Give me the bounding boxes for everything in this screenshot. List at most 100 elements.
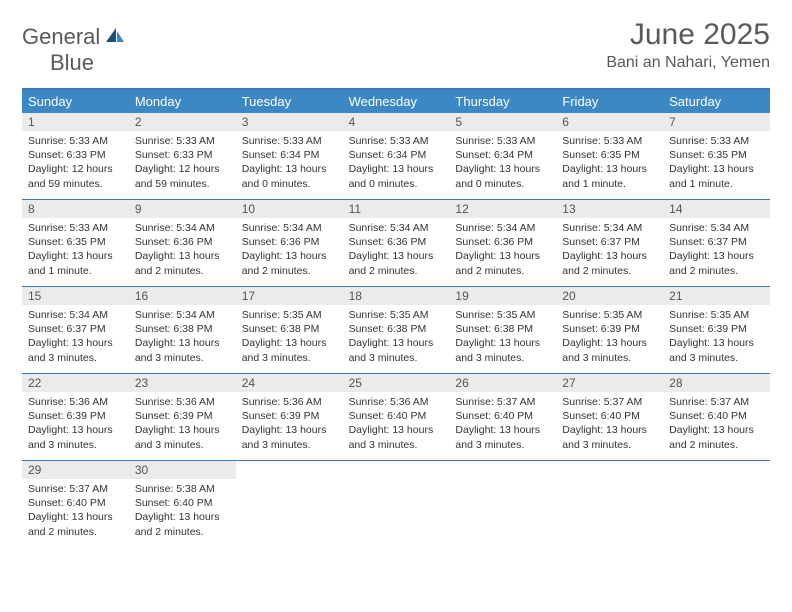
day-body: Sunrise: 5:34 AMSunset: 6:37 PMDaylight:… <box>556 218 663 284</box>
sunrise-line: Sunrise: 5:36 AM <box>28 395 123 409</box>
calendar-cell: 30 Sunrise: 5:38 AMSunset: 6:40 PMDayligh… <box>129 461 236 547</box>
logo-text-2: Blue <box>50 50 94 75</box>
day-body: Sunrise: 5:37 AMSunset: 6:40 PMDaylight:… <box>449 392 556 458</box>
calendar-cell: 1Sunrise: 5:33 AMSunset: 6:33 PMDaylight… <box>22 113 129 199</box>
sunset-line: Sunset: 6:40 PM <box>135 496 230 510</box>
sunset-line: Sunset: 6:34 PM <box>455 148 550 162</box>
daylight-line: Daylight: 13 hours and 2 minutes. <box>455 249 550 277</box>
sunset-line: Sunset: 6:37 PM <box>562 235 657 249</box>
sunrise-line: Sunrise: 5:37 AM <box>455 395 550 409</box>
daylight-line: Daylight: 13 hours and 3 minutes. <box>562 336 657 364</box>
sunrise-line: Sunrise: 5:38 AM <box>135 482 230 496</box>
day-body: Sunrise: 5:34 AMSunset: 6:36 PMDaylight:… <box>449 218 556 284</box>
calendar-cell: 17Sunrise: 5:35 AMSunset: 6:38 PMDayligh… <box>236 287 343 373</box>
daylight-line: Daylight: 13 hours and 2 minutes. <box>349 249 444 277</box>
day-number: 28 <box>663 374 770 392</box>
day-body: Sunrise: 5:34 AMSunset: 6:36 PMDaylight:… <box>236 218 343 284</box>
daylight-line: Daylight: 12 hours and 59 minutes. <box>28 162 123 190</box>
calendar-cell: 25Sunrise: 5:36 AMSunset: 6:40 PMDayligh… <box>343 374 450 460</box>
day-body: Sunrise: 5:33 AMSunset: 6:34 PMDaylight:… <box>449 131 556 197</box>
day-number: 2 <box>129 113 236 131</box>
calendar-cell: 22Sunrise: 5:36 AMSunset: 6:39 PMDayligh… <box>22 374 129 460</box>
sunset-line: Sunset: 6:35 PM <box>28 235 123 249</box>
daylight-line: Daylight: 13 hours and 2 minutes. <box>28 510 123 538</box>
calendar-week: 8Sunrise: 5:33 AMSunset: 6:35 PMDaylight… <box>22 200 770 287</box>
calendar-cell-empty <box>449 461 556 547</box>
day-header-saturday: Saturday <box>663 90 770 113</box>
sunrise-line: Sunrise: 5:33 AM <box>669 134 764 148</box>
day-body: Sunrise: 5:34 AMSunset: 6:36 PMDaylight:… <box>343 218 450 284</box>
daylight-line: Daylight: 13 hours and 1 minute. <box>562 162 657 190</box>
calendar-cell: 2Sunrise: 5:33 AMSunset: 6:33 PMDaylight… <box>129 113 236 199</box>
day-number: 24 <box>236 374 343 392</box>
sunrise-line: Sunrise: 5:34 AM <box>135 308 230 322</box>
daylight-line: Daylight: 13 hours and 3 minutes. <box>28 336 123 364</box>
sunrise-line: Sunrise: 5:37 AM <box>562 395 657 409</box>
calendar-week: 22Sunrise: 5:36 AMSunset: 6:39 PMDayligh… <box>22 374 770 461</box>
month-title: June 2025 <box>606 18 770 52</box>
calendar-cell: 14Sunrise: 5:34 AMSunset: 6:37 PMDayligh… <box>663 200 770 286</box>
sunrise-line: Sunrise: 5:34 AM <box>242 221 337 235</box>
sunset-line: Sunset: 6:39 PM <box>242 409 337 423</box>
day-header-tuesday: Tuesday <box>236 90 343 113</box>
daylight-line: Daylight: 13 hours and 2 minutes. <box>135 510 230 538</box>
day-body: Sunrise: 5:35 AMSunset: 6:39 PMDaylight:… <box>556 305 663 371</box>
calendar-cell-empty <box>556 461 663 547</box>
day-body: Sunrise: 5:37 AMSunset: 6:40 PMDaylight:… <box>556 392 663 458</box>
title-block: June 2025 Bani an Nahari, Yemen <box>606 18 770 72</box>
sunrise-line: Sunrise: 5:35 AM <box>242 308 337 322</box>
calendar-cell: 18Sunrise: 5:35 AMSunset: 6:38 PMDayligh… <box>343 287 450 373</box>
day-body: Sunrise: 5:33 AMSunset: 6:35 PMDaylight:… <box>22 218 129 284</box>
sunset-line: Sunset: 6:39 PM <box>135 409 230 423</box>
daylight-line: Daylight: 13 hours and 3 minutes. <box>349 423 444 451</box>
sunset-line: Sunset: 6:34 PM <box>242 148 337 162</box>
calendar-cell: 8Sunrise: 5:33 AMSunset: 6:35 PMDaylight… <box>22 200 129 286</box>
sunrise-line: Sunrise: 5:36 AM <box>349 395 444 409</box>
daylight-line: Daylight: 13 hours and 0 minutes. <box>349 162 444 190</box>
sunset-line: Sunset: 6:37 PM <box>669 235 764 249</box>
calendar-cell: 23Sunrise: 5:36 AMSunset: 6:39 PMDayligh… <box>129 374 236 460</box>
calendar-cell: 9Sunrise: 5:34 AMSunset: 6:36 PMDaylight… <box>129 200 236 286</box>
day-number: 23 <box>129 374 236 392</box>
sunrise-line: Sunrise: 5:34 AM <box>562 221 657 235</box>
daylight-line: Daylight: 13 hours and 3 minutes. <box>135 423 230 451</box>
day-body: Sunrise: 5:34 AMSunset: 6:36 PMDaylight:… <box>129 218 236 284</box>
day-body: Sunrise: 5:33 AMSunset: 6:33 PMDaylight:… <box>22 131 129 197</box>
sunrise-line: Sunrise: 5:34 AM <box>349 221 444 235</box>
day-number: 30 <box>129 461 236 479</box>
calendar-cell: 4Sunrise: 5:33 AMSunset: 6:34 PMDaylight… <box>343 113 450 199</box>
calendar-cell: 10Sunrise: 5:34 AMSunset: 6:36 PMDayligh… <box>236 200 343 286</box>
calendar-week: 15Sunrise: 5:34 AMSunset: 6:37 PMDayligh… <box>22 287 770 374</box>
day-header-thursday: Thursday <box>449 90 556 113</box>
sunrise-line: Sunrise: 5:33 AM <box>135 134 230 148</box>
day-number: 8 <box>22 200 129 218</box>
day-body: Sunrise: 5:33 AMSunset: 6:35 PMDaylight:… <box>556 131 663 197</box>
calendar-cell: 16Sunrise: 5:34 AMSunset: 6:38 PMDayligh… <box>129 287 236 373</box>
sunrise-line: Sunrise: 5:35 AM <box>562 308 657 322</box>
day-number: 22 <box>22 374 129 392</box>
sunrise-line: Sunrise: 5:33 AM <box>349 134 444 148</box>
day-body: Sunrise: 5:34 AMSunset: 6:37 PMDaylight:… <box>22 305 129 371</box>
day-number: 18 <box>343 287 450 305</box>
day-body: Sunrise: 5:37 AMSunset: 6:40 PMDaylight:… <box>663 392 770 458</box>
day-body: Sunrise: 5:35 AMSunset: 6:38 PMDaylight:… <box>449 305 556 371</box>
daylight-line: Daylight: 13 hours and 2 minutes. <box>135 249 230 277</box>
day-number: 11 <box>343 200 450 218</box>
calendar-week: 29Sunrise: 5:37 AMSunset: 6:40 PMDayligh… <box>22 461 770 547</box>
daylight-line: Daylight: 13 hours and 3 minutes. <box>28 423 123 451</box>
sunrise-line: Sunrise: 5:36 AM <box>242 395 337 409</box>
day-header-friday: Friday <box>556 90 663 113</box>
daylight-line: Daylight: 13 hours and 1 minute. <box>28 249 123 277</box>
calendar-cell-empty <box>236 461 343 547</box>
calendar-cell-empty <box>343 461 450 547</box>
calendar-cell: 7Sunrise: 5:33 AMSunset: 6:35 PMDaylight… <box>663 113 770 199</box>
day-number: 14 <box>663 200 770 218</box>
day-body: Sunrise: 5:34 AMSunset: 6:37 PMDaylight:… <box>663 218 770 284</box>
day-number: 21 <box>663 287 770 305</box>
calendar-cell: 6Sunrise: 5:33 AMSunset: 6:35 PMDaylight… <box>556 113 663 199</box>
sunrise-line: Sunrise: 5:35 AM <box>349 308 444 322</box>
calendar: Sunday Monday Tuesday Wednesday Thursday… <box>22 88 770 547</box>
day-header-monday: Monday <box>129 90 236 113</box>
day-number: 26 <box>449 374 556 392</box>
sunset-line: Sunset: 6:36 PM <box>349 235 444 249</box>
